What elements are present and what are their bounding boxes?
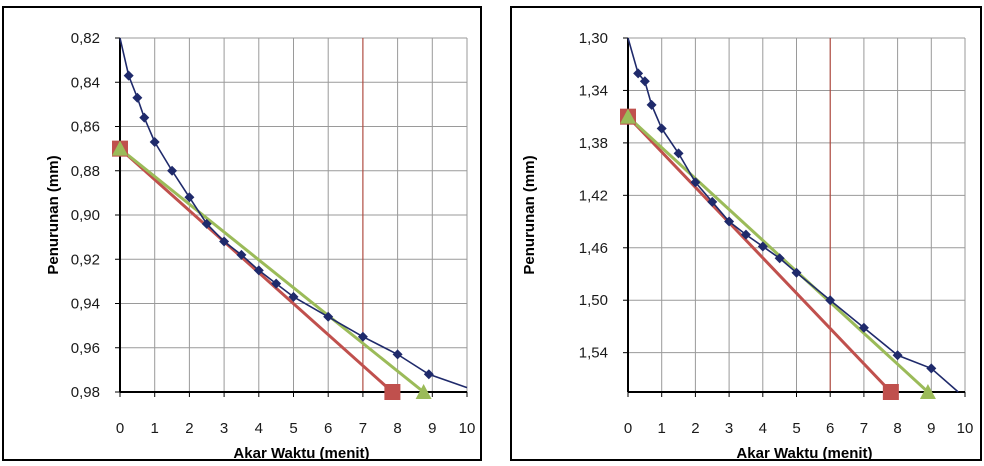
y-tick-label: 0,96 (71, 340, 100, 357)
chart-panel-right: 0 1 2 3 4 5 6 7 8 9 10 1,30 1,34 1,38 1,42 1,46 1,50 1,54… (510, 6, 982, 462)
y-tick-label: 1,34 (579, 82, 608, 99)
series-line-initial-tangent (626, 115, 892, 394)
data-point-diamond (791, 267, 802, 278)
data-point-diamond (236, 249, 247, 260)
x-tick-label: 9 (927, 420, 935, 437)
tangent-point-square (882, 384, 899, 400)
tangent-point-triangle (415, 384, 432, 399)
x-tick-label: 7 (359, 420, 367, 437)
data-point-diamond (139, 112, 150, 123)
x-tick-label: 6 (826, 420, 834, 437)
y-tick-label: 0,84 (71, 74, 100, 91)
data-point-diamond (288, 291, 299, 302)
data-point-diamond (184, 192, 195, 203)
x-tick-label: 3 (220, 420, 228, 437)
x-tick-label: 10 (957, 420, 974, 437)
data-point-diamond (690, 177, 701, 188)
data-point-diamond (219, 236, 230, 247)
series-line-extended-tangent (626, 115, 929, 394)
data-point-diamond (926, 363, 937, 374)
y-tick-label: 1,46 (579, 240, 608, 257)
x-axis-title: Akar Waktu (menit) (736, 445, 872, 462)
series-line-extended-tangent (119, 147, 425, 394)
y-axis-title: Penurunan (mm) (521, 155, 538, 274)
data-point-diamond (858, 322, 869, 333)
x-tick-label: 1 (151, 420, 159, 437)
data-point-diamond (323, 311, 334, 322)
y-tick-label: 0,92 (71, 251, 100, 268)
y-tick-label: 0,88 (71, 163, 100, 180)
data-point-diamond (357, 331, 368, 342)
series-line-measured (627, 37, 959, 393)
data-point-diamond (774, 253, 785, 264)
data-point-diamond (740, 229, 751, 240)
x-axis-title: Akar Waktu (menit) (233, 445, 369, 462)
data-point-diamond (201, 218, 212, 229)
data-point-diamond (633, 68, 644, 79)
x-tick-label: 10 (459, 420, 476, 437)
x-tick-label: 2 (185, 420, 193, 437)
y-tick-label: 0,98 (71, 384, 100, 401)
y-tick-label: 1,42 (579, 187, 608, 204)
y-tick-label: 1,38 (579, 135, 608, 152)
x-tick-label: 9 (428, 420, 436, 437)
x-tick-label: 0 (116, 420, 124, 437)
settlement-chart-right: 0 1 2 3 4 5 6 7 8 9 10 1,30 1,34 1,38 1,42 1,46 1,50 1,54… (521, 30, 974, 462)
data-point-diamond (892, 350, 903, 361)
data-point-diamond (639, 76, 650, 87)
x-tick-label: 5 (792, 420, 800, 437)
data-point-diamond (423, 369, 434, 380)
x-tick-label: 0 (624, 420, 632, 437)
data-point-diamond (149, 136, 160, 147)
y-axis-title: Penurunan (mm) (45, 155, 62, 274)
data-point-diamond (132, 92, 143, 103)
tangent-point-triangle (919, 384, 936, 399)
settlement-chart-left: 0 1 2 3 4 5 6 7 8 9 10 0,82 0,84 0,86 0,88 0,90 0,92 0,94… (45, 30, 476, 462)
y-tick-label: 0,82 (71, 30, 100, 47)
y-tick-label: 1,54 (579, 345, 608, 362)
tangent-point-triangle (112, 140, 128, 156)
data-point-diamond (271, 278, 282, 289)
data-point-diamond (707, 196, 718, 207)
y-tick-label: 0,86 (71, 119, 100, 136)
x-tick-label: 3 (725, 420, 733, 437)
tangent-point-square (384, 384, 401, 400)
data-point-diamond (825, 295, 836, 306)
x-tick-label: 6 (324, 420, 332, 437)
x-tick-label: 2 (691, 420, 699, 437)
y-tick-label: 1,50 (579, 292, 608, 309)
x-tick-label: 7 (860, 420, 868, 437)
x-tick-label: 8 (393, 420, 401, 437)
data-point-diamond (656, 123, 667, 134)
data-point-diamond (646, 99, 657, 110)
x-tick-label: 4 (759, 420, 767, 437)
chart-panel-left: 0 1 2 3 4 5 6 7 8 9 10 0,82 0,84 0,86 0,88 0,90 0,92 0,94… (2, 6, 482, 462)
y-tick-label: 0,90 (71, 207, 100, 224)
y-tick-label: 1,30 (579, 30, 608, 47)
data-point-diamond (757, 241, 768, 252)
data-point-diamond (167, 165, 178, 176)
data-point-diamond (673, 148, 684, 159)
x-tick-label: 8 (893, 420, 901, 437)
y-tick-label: 0,94 (71, 296, 100, 313)
x-tick-label: 5 (289, 420, 297, 437)
x-tick-label: 4 (255, 420, 263, 437)
tangent-point-triangle (620, 108, 636, 124)
x-tick-label: 1 (658, 420, 666, 437)
data-point-diamond (724, 216, 735, 227)
data-point-diamond (392, 349, 403, 360)
data-point-diamond (123, 70, 134, 81)
